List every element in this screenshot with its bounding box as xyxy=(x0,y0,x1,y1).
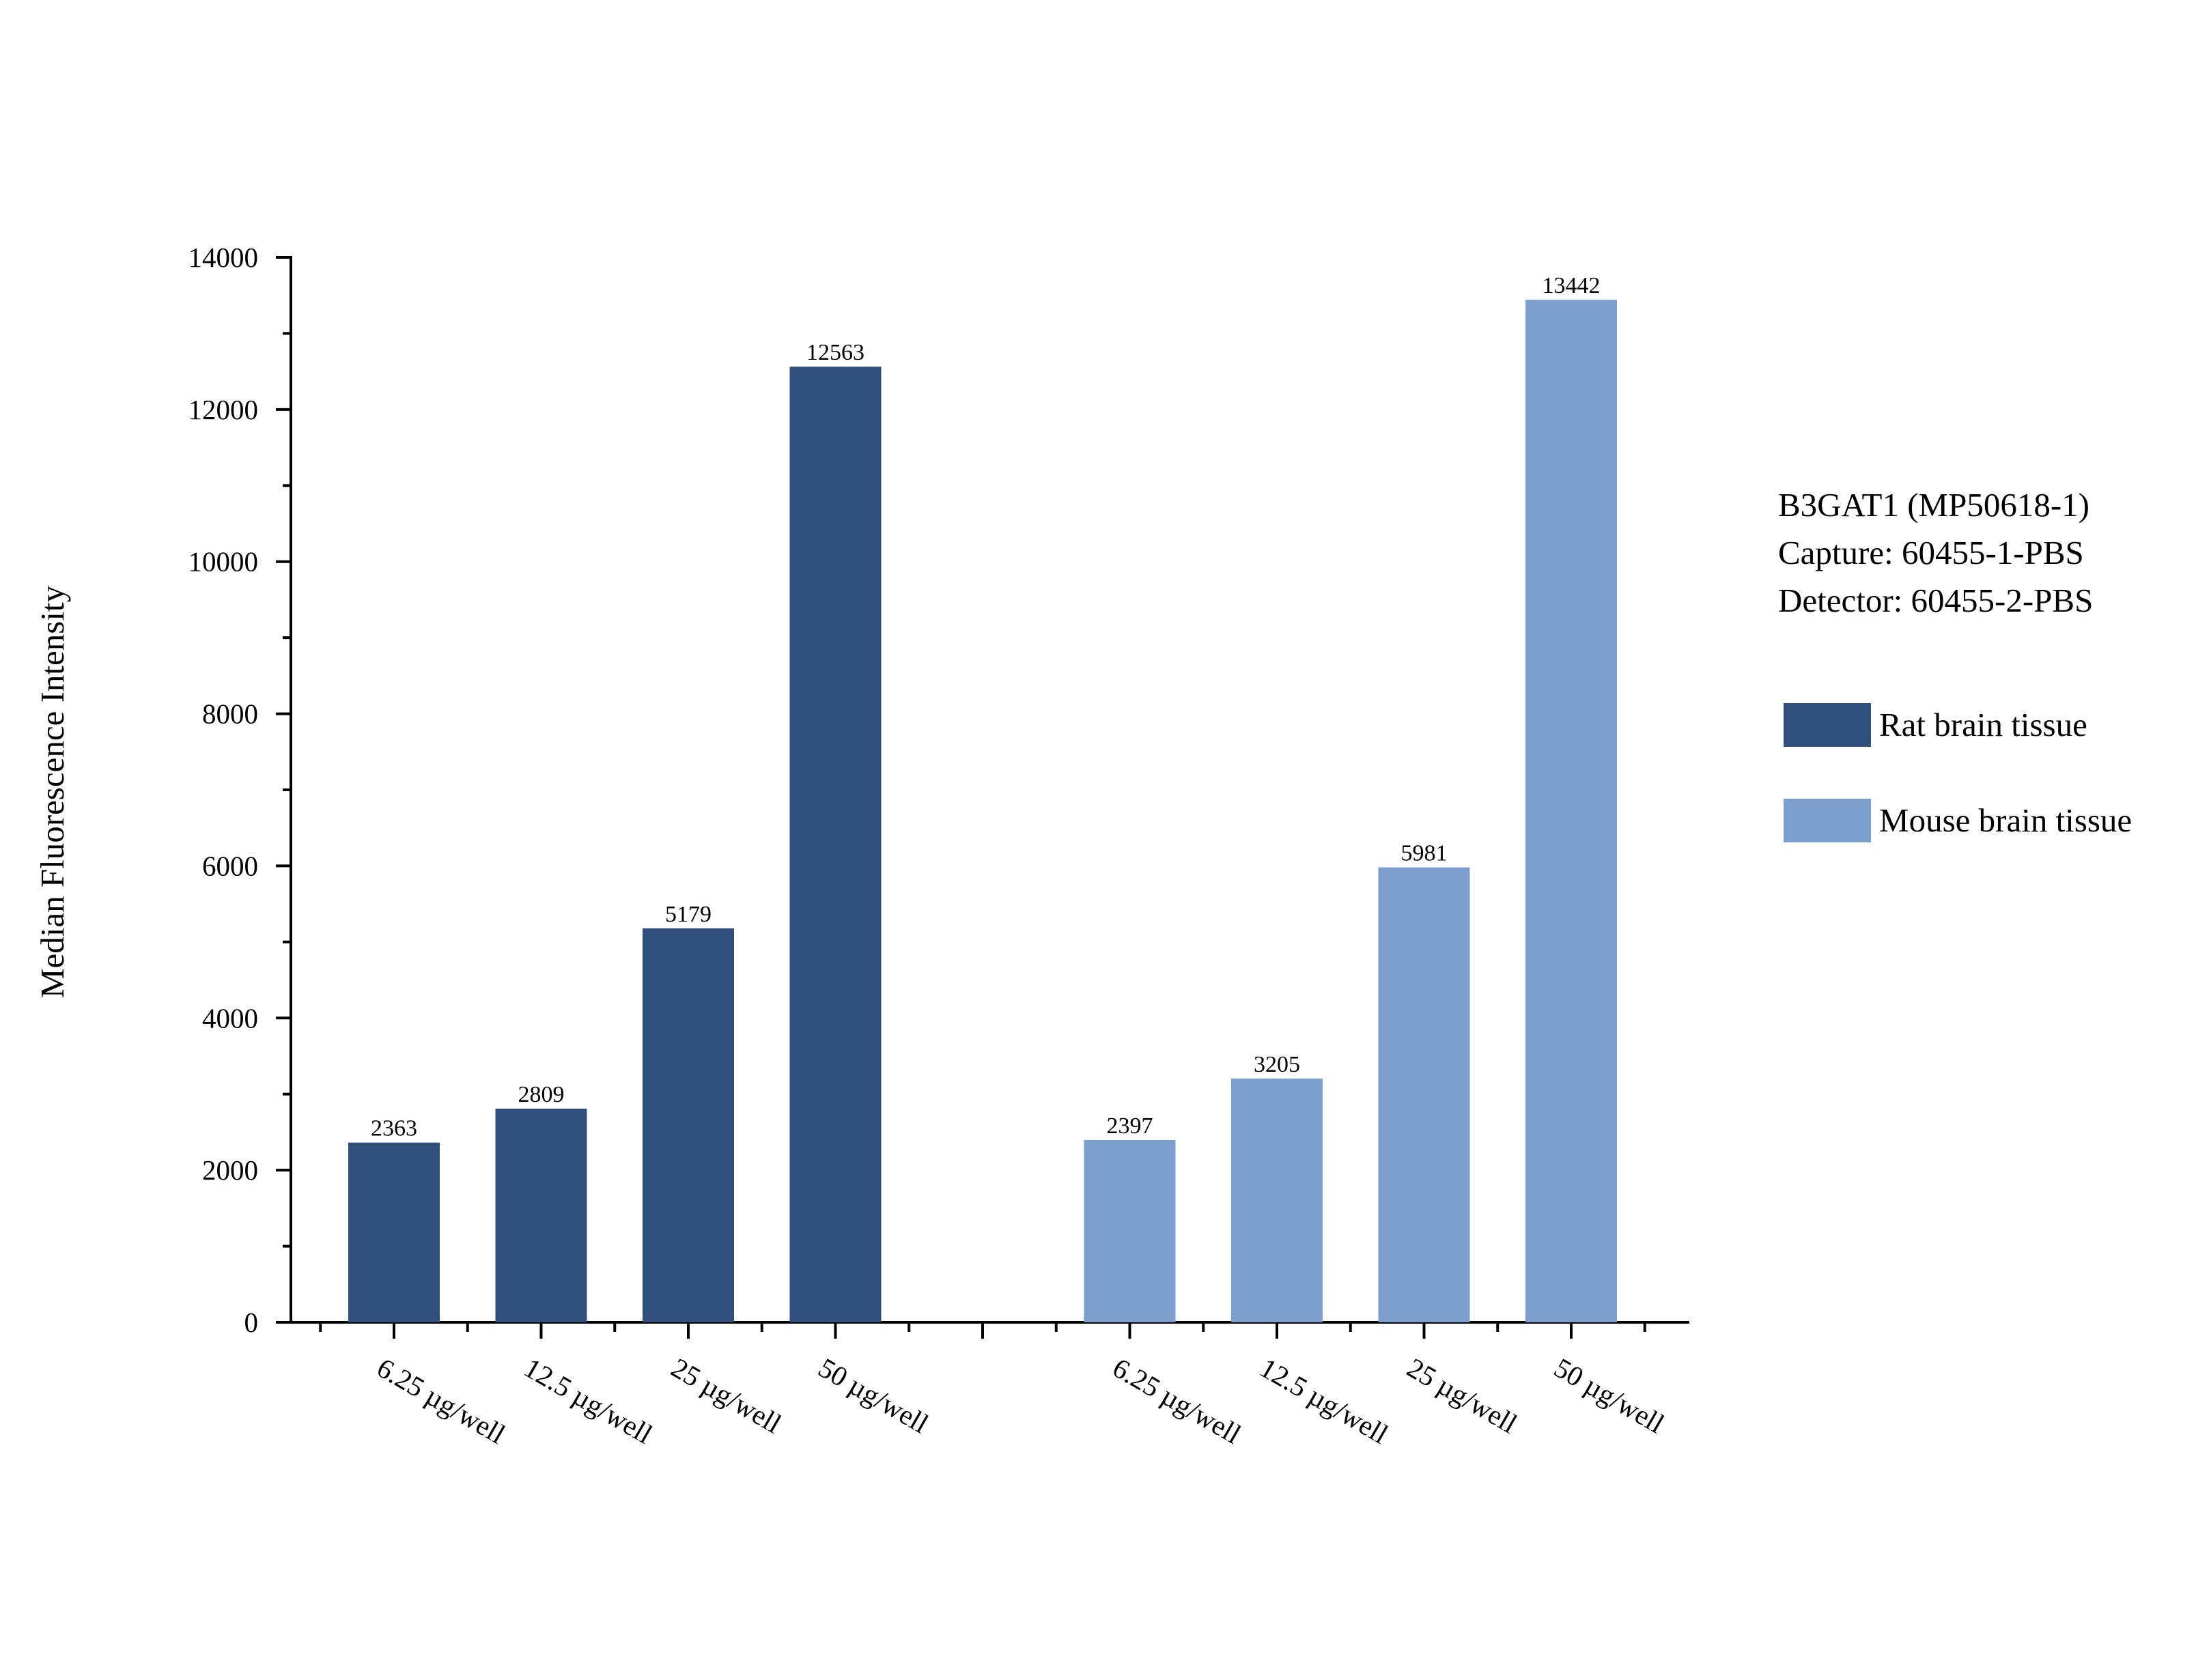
legend-label: Rat brain tissue xyxy=(1879,706,2087,743)
bar-mouse-3 xyxy=(1525,300,1617,1323)
info-line: B3GAT1 (MP50618-1) xyxy=(1778,486,2089,524)
y-tick-label: 8000 xyxy=(202,698,258,730)
x-tick-label: 12.5 µg/well xyxy=(1255,1352,1394,1450)
legend-label: Mouse brain tissue xyxy=(1879,801,2132,839)
y-tick-label: 4000 xyxy=(202,1002,258,1034)
data-label: 2397 xyxy=(1107,1113,1153,1139)
bar-rat-2 xyxy=(643,928,734,1322)
x-tick-label: 6.25 µg/well xyxy=(1108,1352,1246,1450)
bar-rat-1 xyxy=(495,1108,587,1322)
bar-mouse-1 xyxy=(1231,1078,1323,1322)
bar-mouse-2 xyxy=(1378,867,1470,1322)
data-label: 2809 xyxy=(518,1082,565,1107)
bars xyxy=(348,300,1617,1323)
info-line: Capture: 60455-1-PBS xyxy=(1778,534,2084,571)
bar-rat-0 xyxy=(348,1142,440,1322)
y-axis-title: Median Fluorescence Intensity xyxy=(33,585,71,998)
bar-rat-3 xyxy=(789,367,882,1323)
x-tick-label: 50 µg/well xyxy=(1549,1352,1670,1440)
data-label: 3205 xyxy=(1254,1052,1300,1077)
data-label: 12563 xyxy=(806,340,864,365)
x-tick-label: 12.5 µg/well xyxy=(519,1352,658,1450)
x-tick-label: 25 µg/well xyxy=(666,1352,787,1440)
data-label: 13442 xyxy=(1543,273,1601,298)
data-label: 5179 xyxy=(665,902,712,927)
assay-info: B3GAT1 (MP50618-1) Capture: 60455-1-PBS De… xyxy=(1778,486,2093,619)
data-label: 2363 xyxy=(371,1116,417,1141)
y-tick-label: 12000 xyxy=(188,394,259,425)
y-tick-label: 10000 xyxy=(188,546,259,578)
y-tick-label: 2000 xyxy=(202,1154,258,1186)
x-tick-label: 6.25 µg/well xyxy=(372,1352,511,1450)
axes xyxy=(276,256,1689,1339)
x-tick-label: 50 µg/well xyxy=(813,1352,934,1440)
info-line: Detector: 60455-2-PBS xyxy=(1778,582,2093,619)
y-tick-label: 6000 xyxy=(202,850,258,881)
x-tick-label: 25 µg/well xyxy=(1402,1352,1523,1440)
bar-mouse-0 xyxy=(1084,1139,1176,1322)
y-tick-label: 14000 xyxy=(188,242,259,273)
legend: Rat brain tissue Mouse brain tissue xyxy=(1784,703,2132,842)
y-tick-label: 0 xyxy=(244,1307,259,1338)
legend-swatch xyxy=(1784,799,1871,842)
legend-swatch xyxy=(1784,703,1871,747)
data-label: 5981 xyxy=(1401,841,1448,866)
